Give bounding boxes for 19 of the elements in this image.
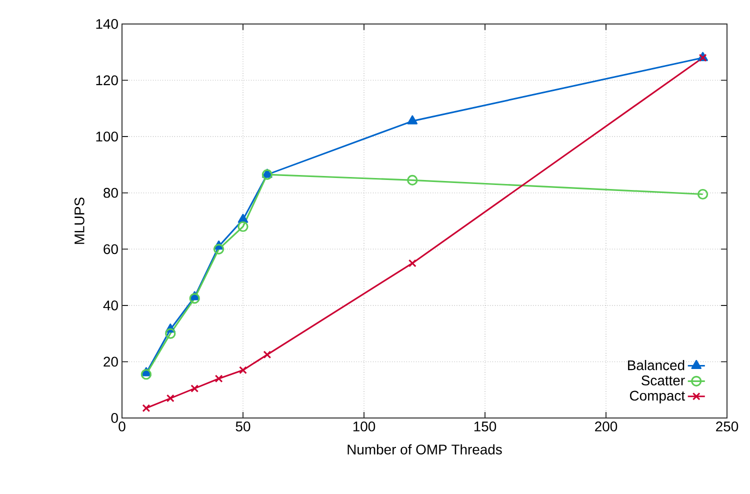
- y-tick-label: 80: [104, 188, 118, 198]
- y-tick-label: 100: [96, 132, 118, 142]
- legend-label: Balanced: [628, 360, 684, 370]
- y-tick-label: 120: [96, 75, 118, 86]
- y-tick-label: 20: [104, 356, 118, 367]
- y-tick-label: 60: [104, 244, 118, 254]
- x-axis-title: Number of OMP Threads: [348, 444, 502, 454]
- x-tick-label: 250: [716, 422, 738, 432]
- y-tick-label: 140: [96, 19, 118, 29]
- x-tick-label: 150: [474, 422, 496, 432]
- x-tick-label: 50: [236, 422, 250, 432]
- legend-label: Scatter: [642, 376, 685, 386]
- y-tick-label: 40: [103, 300, 118, 310]
- y-axis-title: MLUPS: [74, 198, 84, 244]
- x-tick-label: 200: [595, 422, 618, 432]
- x-tick-label: 100: [353, 422, 376, 432]
- legend-label: Compact: [630, 390, 685, 404]
- y-tick-label: 0: [111, 413, 118, 423]
- x-tick-label: 0: [118, 422, 126, 432]
